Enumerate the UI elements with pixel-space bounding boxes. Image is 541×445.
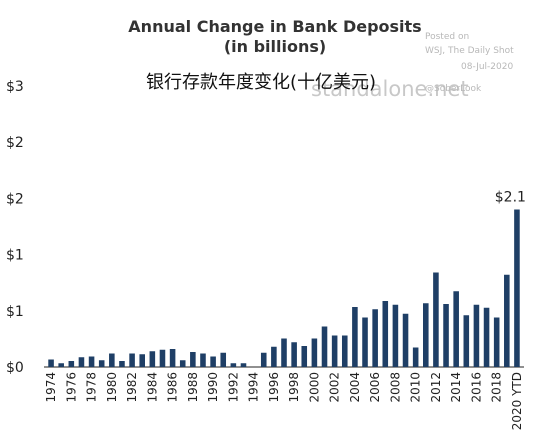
watermark: standalone.net xyxy=(311,77,469,101)
chinese-caption: 银行存款年度变化(十亿美元) xyxy=(146,72,376,93)
bar-2020-ytd xyxy=(514,209,520,367)
bar-2013 xyxy=(443,304,449,367)
x-tick-label: 1984 xyxy=(145,372,159,403)
bars-group xyxy=(48,209,520,367)
bar-1992 xyxy=(230,363,237,367)
chart-title: Annual Change in Bank Deposits xyxy=(128,17,421,36)
x-tick-label: 2002 xyxy=(328,372,342,403)
bar-1978 xyxy=(88,356,95,367)
x-tick-label: 1996 xyxy=(267,372,281,403)
bar-2008 xyxy=(392,304,399,367)
bar-1995 xyxy=(260,352,267,367)
x-tick-label: 1980 xyxy=(105,372,119,403)
bar-2016 xyxy=(473,304,480,367)
bar-1987 xyxy=(179,360,186,367)
x-tick-label: 2018 xyxy=(490,372,504,403)
bar-1981 xyxy=(119,361,125,367)
bar-2002 xyxy=(331,335,338,367)
y-tick-label: $3 xyxy=(6,79,24,95)
bar-1980 xyxy=(109,353,115,367)
bar-1976 xyxy=(68,361,75,367)
bar-2018 xyxy=(493,317,500,367)
x-tick-label: 1978 xyxy=(85,372,99,403)
bar-2010 xyxy=(412,347,419,367)
x-tick-label: 2004 xyxy=(348,372,362,403)
bar-2014 xyxy=(453,291,459,367)
y-tick-label: $2 xyxy=(6,191,24,207)
data-labels: $2.1 xyxy=(495,190,526,206)
bar-2000 xyxy=(311,338,318,367)
bar-2007 xyxy=(382,301,389,367)
bar-2001 xyxy=(321,326,328,367)
bar-1997 xyxy=(281,338,287,367)
bar-2004 xyxy=(352,307,358,367)
bar-2019 xyxy=(504,274,510,367)
bar-1989 xyxy=(200,353,206,367)
y-tick-label: $2 xyxy=(6,135,24,151)
x-tick-label: 2000 xyxy=(307,372,321,403)
x-tick-label: 1998 xyxy=(287,372,301,403)
x-tick-label: 1974 xyxy=(44,372,58,403)
bar-1996 xyxy=(271,346,277,367)
bar-1993 xyxy=(240,363,247,367)
bar-2005 xyxy=(362,317,368,367)
source-line-date: 08-Jul-2020 xyxy=(461,62,513,72)
x-tick-label: 1976 xyxy=(64,372,78,403)
bar-1984 xyxy=(149,351,156,367)
bar-1999 xyxy=(301,346,308,367)
bar-1983 xyxy=(139,354,145,367)
bar-2015 xyxy=(463,315,470,367)
data-label: $2.1 xyxy=(495,190,526,206)
bar-2012 xyxy=(433,272,439,367)
bar-1991 xyxy=(220,352,227,367)
y-tick-label: $0 xyxy=(6,360,24,376)
bar-2009 xyxy=(402,313,409,367)
bar-1998 xyxy=(291,342,297,367)
bar-1974 xyxy=(48,359,54,367)
x-tick-label: 1992 xyxy=(226,372,240,403)
bar-1986 xyxy=(169,349,176,367)
chart-subtitle: (in billions) xyxy=(224,37,326,56)
bar-2006 xyxy=(372,309,378,367)
x-tick-label: 2014 xyxy=(449,372,463,403)
x-tick-label: 1988 xyxy=(186,372,200,403)
source-line-publication: WSJ, The Daily Shot xyxy=(425,46,514,56)
x-tick-label: 2006 xyxy=(368,372,382,403)
x-tick-label: 1986 xyxy=(166,372,180,403)
bar-1985 xyxy=(159,349,166,367)
bar-2003 xyxy=(341,335,348,367)
x-tick-label: 1990 xyxy=(206,372,220,403)
bar-2017 xyxy=(483,307,490,367)
x-axis-ticks: 1974 1976 1978 1980 1982 1984 1986 1988 1990 1992… xyxy=(44,372,524,430)
bar-2011 xyxy=(423,303,429,367)
handle-text: @SoberLook xyxy=(425,84,482,94)
x-tick-label: 2008 xyxy=(388,372,402,403)
x-tick-label: 1982 xyxy=(125,372,139,403)
source-line-posted: Posted on xyxy=(425,32,469,42)
x-tick-label: 2020 YTD xyxy=(510,372,524,430)
x-tick-label: 2010 xyxy=(409,372,423,403)
y-tick-label: $1 xyxy=(6,248,24,264)
bar-1977 xyxy=(78,357,85,367)
bar-1990 xyxy=(210,356,216,367)
bar-1988 xyxy=(190,352,196,367)
bar-1982 xyxy=(129,353,135,367)
bar-1979 xyxy=(98,360,105,367)
y-axis-ticks: $0 $1 $1 $2 $2 $3 xyxy=(6,79,24,376)
x-tick-label: 2012 xyxy=(429,372,443,403)
x-tick-label: 1994 xyxy=(247,372,261,403)
y-tick-label: $1 xyxy=(6,304,24,320)
bar-1975 xyxy=(58,363,64,367)
x-tick-label: 2016 xyxy=(469,372,483,403)
